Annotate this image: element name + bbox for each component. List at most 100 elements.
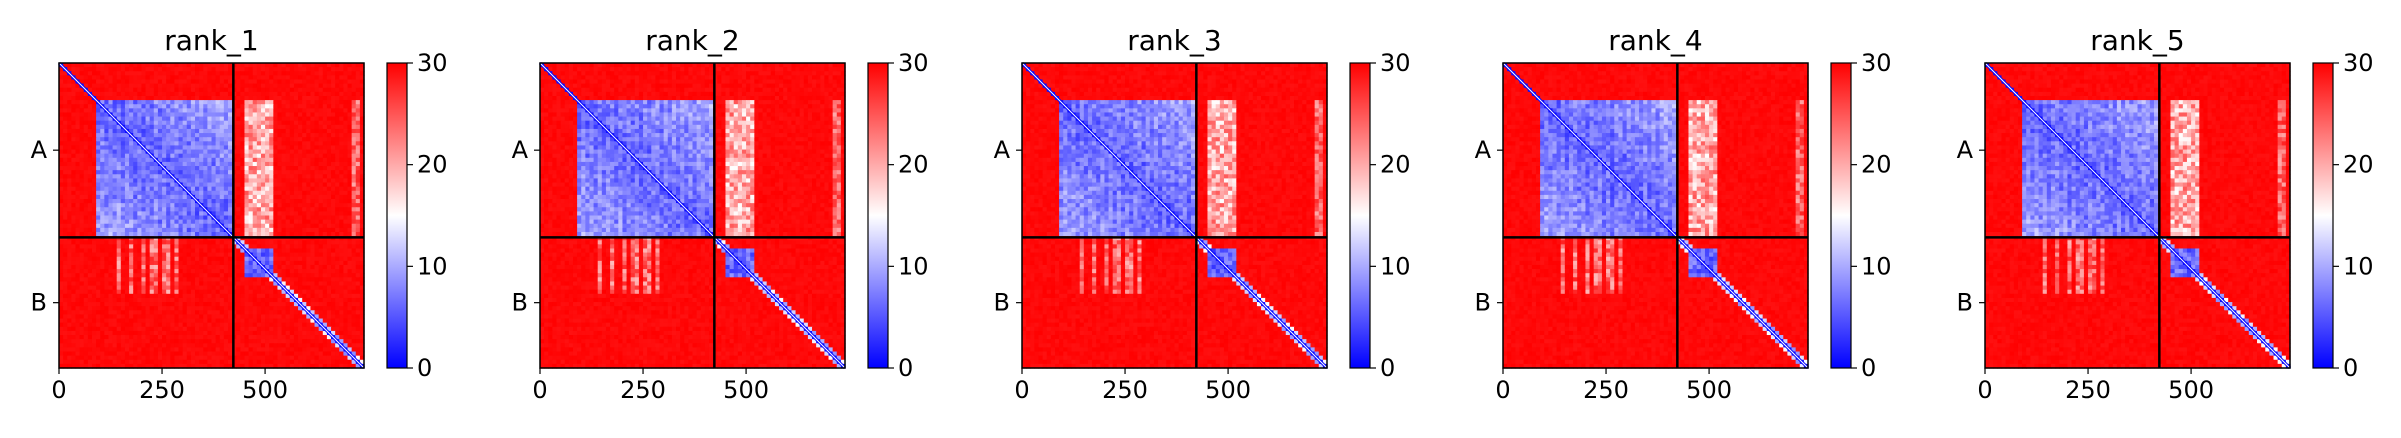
heatmap-cell	[116, 293, 122, 299]
heatmap-cell	[108, 108, 114, 114]
heatmap-cell	[108, 256, 114, 262]
heatmap-cell	[149, 252, 155, 258]
heatmap-cell	[63, 166, 68, 171]
heatmap-cell	[298, 260, 303, 266]
heatmap-cell	[83, 153, 89, 159]
heatmap-cell	[83, 231, 89, 237]
heatmap-cell	[83, 128, 89, 134]
heatmap-cell	[310, 306, 316, 311]
heatmap-cell	[256, 75, 262, 81]
heatmap-cell	[351, 227, 357, 233]
heatmap-cell	[314, 248, 320, 254]
heatmap-cell	[277, 306, 283, 311]
heatmap-cell	[178, 104, 184, 109]
heatmap-cell	[355, 194, 361, 200]
heatmap-cell	[289, 174, 295, 179]
heatmap-cell	[335, 124, 340, 130]
heatmap-cell	[219, 322, 225, 328]
heatmap-cell	[223, 256, 229, 262]
heatmap-cell	[310, 244, 316, 250]
heatmap-cell	[104, 145, 110, 151]
heatmap-cell	[215, 199, 221, 204]
heatmap-cell	[256, 100, 262, 105]
heatmap-cell	[285, 260, 291, 266]
heatmap-cell	[100, 124, 105, 130]
heatmap-cell	[71, 297, 77, 303]
heatmap-cell	[162, 174, 167, 179]
heatmap-cell	[91, 207, 97, 212]
heatmap-cell	[96, 91, 101, 97]
heatmap-cell	[100, 116, 105, 122]
heatmap-cell	[174, 310, 180, 316]
heatmap-cell	[277, 174, 283, 179]
heatmap-cell	[153, 186, 159, 192]
heatmap-cell	[79, 285, 85, 291]
heatmap-cell	[63, 330, 68, 336]
heatmap-cell	[310, 211, 316, 217]
heatmap-cell	[71, 141, 77, 147]
heatmap-cell	[182, 306, 188, 311]
heatmap-cell	[335, 186, 340, 192]
heatmap-cell	[359, 277, 365, 283]
heatmap-cell	[174, 207, 180, 212]
heatmap-cell	[79, 149, 85, 155]
heatmap-cell	[289, 285, 295, 291]
heatmap-cell	[170, 199, 175, 204]
heatmap-cell	[314, 285, 320, 291]
heatmap-cell	[59, 128, 64, 134]
heatmap-cell	[223, 264, 229, 270]
heatmap-cell	[248, 145, 254, 151]
heatmap-cell	[203, 293, 208, 299]
heatmap-cell	[137, 248, 143, 254]
heatmap-cell	[326, 223, 332, 229]
heatmap-cell	[67, 91, 72, 97]
heatmap-cell	[359, 310, 365, 316]
heatmap-cell	[182, 285, 188, 291]
heatmap-cell	[129, 178, 134, 184]
heatmap-cell	[141, 170, 147, 175]
heatmap-cell	[310, 310, 316, 316]
heatmap-cell	[91, 91, 97, 97]
heatmap-cell	[83, 83, 89, 89]
heatmap-cell	[310, 137, 316, 142]
heatmap-cell	[256, 302, 262, 307]
heatmap-cell	[293, 108, 299, 114]
heatmap-cell	[120, 199, 126, 204]
heatmap-cell	[215, 203, 221, 208]
heatmap-cell	[277, 223, 283, 229]
heatmap-cell	[298, 199, 303, 204]
heatmap-cell	[170, 128, 175, 134]
heatmap-cell	[157, 264, 163, 270]
heatmap-cell	[166, 71, 171, 76]
heatmap-cell	[339, 83, 344, 89]
heatmap-cell	[227, 240, 233, 245]
heatmap-cell	[207, 178, 213, 184]
heatmap-cell	[310, 166, 316, 171]
heatmap-cell	[104, 326, 110, 332]
heatmap-cell	[314, 310, 320, 316]
heatmap-cell	[256, 207, 262, 212]
heatmap-cell	[87, 170, 93, 175]
heatmap-cell	[59, 293, 64, 299]
heatmap-cell	[83, 67, 89, 72]
heatmap-cell	[100, 293, 105, 299]
heatmap-cell	[203, 108, 208, 114]
heatmap-cell	[157, 145, 163, 151]
heatmap-cell	[219, 219, 225, 225]
heatmap-cell	[116, 314, 122, 320]
heatmap-cell	[91, 330, 97, 336]
heatmap-cell	[227, 289, 233, 295]
heatmap-cell	[277, 133, 283, 138]
heatmap-cell	[343, 302, 349, 307]
heatmap-cell	[248, 281, 254, 287]
heatmap-cell	[273, 264, 279, 270]
heatmap-cell	[343, 203, 349, 208]
heatmap-cell	[75, 170, 81, 175]
heatmap-cell	[124, 186, 130, 192]
heatmap-cell	[182, 170, 188, 175]
heatmap-cell	[227, 128, 233, 134]
heatmap-cell	[322, 302, 328, 307]
heatmap-cell	[162, 273, 167, 278]
heatmap-cell	[306, 326, 312, 332]
heatmap-cell	[120, 248, 126, 254]
